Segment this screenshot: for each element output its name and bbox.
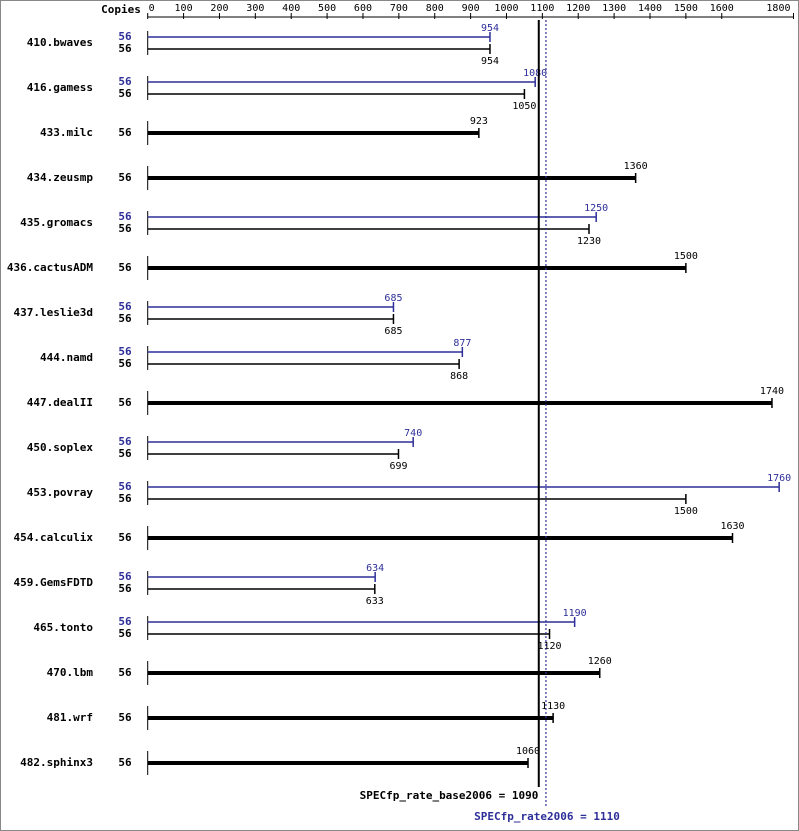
value-label: 1630	[720, 521, 744, 532]
summary-label: SPECfp_rate2006 = 1110	[474, 810, 620, 823]
benchmark-label: 437.leslie3d	[14, 306, 93, 319]
copies-label: 56	[118, 345, 132, 358]
copies-label: 56	[118, 42, 132, 55]
benchmark-label: 410.bwaves	[27, 36, 93, 49]
value-label: 1120	[537, 641, 561, 652]
value-label: 1080	[523, 68, 547, 79]
benchmark-label: 435.gromacs	[20, 216, 93, 229]
x-tick-label: 1000	[494, 3, 518, 14]
value-label: 1500	[674, 251, 698, 262]
copies-label: 56	[118, 582, 132, 595]
benchmark-label: 454.calculix	[14, 531, 94, 544]
value-label: 1360	[624, 161, 648, 172]
x-tick-label: 600	[354, 3, 372, 14]
value-label: 685	[384, 326, 402, 337]
benchmark-label: 416.gamess	[27, 81, 93, 94]
copies-label: 56	[118, 570, 132, 583]
x-tick-label: 1200	[566, 3, 590, 14]
copies-label: 56	[118, 357, 132, 370]
benchmark-label: 481.wrf	[47, 711, 93, 724]
value-label: 1250	[584, 203, 608, 214]
copies-header: Copies	[101, 3, 141, 16]
copies-label: 56	[118, 666, 132, 679]
x-tick-label: 500	[318, 3, 336, 14]
x-tick-label: 800	[426, 3, 444, 14]
x-tick-label: 1500	[674, 3, 698, 14]
benchmark-label: 447.dealII	[27, 396, 93, 409]
x-tick-label: 1100	[530, 3, 554, 14]
x-tick-label: 1800	[766, 3, 790, 14]
value-label: 1190	[563, 608, 587, 619]
x-tick-label: 900	[462, 3, 480, 14]
x-tick-label: 1400	[638, 3, 662, 14]
benchmark-label: 453.povray	[27, 486, 94, 499]
value-label: 634	[366, 563, 384, 574]
benchmark-label: 450.soplex	[27, 441, 94, 454]
value-label: 954	[481, 56, 499, 67]
copies-label: 56	[118, 222, 132, 235]
copies-label: 56	[118, 30, 132, 43]
copies-label: 56	[118, 447, 132, 460]
copies-label: 56	[118, 396, 132, 409]
x-tick-label: 400	[282, 3, 300, 14]
copies-label: 56	[118, 126, 132, 139]
value-label: 1050	[512, 101, 536, 112]
value-label: 1260	[588, 656, 612, 667]
copies-label: 56	[118, 531, 132, 544]
copies-label: 56	[118, 480, 132, 493]
x-tick-label: 200	[210, 3, 228, 14]
benchmark-label: 470.lbm	[47, 666, 94, 679]
benchmark-label: 459.GemsFDTD	[14, 576, 94, 589]
value-label: 740	[404, 428, 422, 439]
copies-label: 56	[118, 87, 132, 100]
value-label: 954	[481, 23, 499, 34]
benchmark-label: 465.tonto	[33, 621, 93, 634]
benchmark-label: 433.milc	[40, 126, 93, 139]
benchmark-label: 444.namd	[40, 351, 93, 364]
value-label: 1130	[541, 701, 565, 712]
copies-label: 56	[118, 312, 132, 325]
copies-label: 56	[118, 210, 132, 223]
x-tick-label: 1300	[602, 3, 626, 14]
value-label: 877	[453, 338, 471, 349]
x-tick-label: 700	[390, 3, 408, 14]
value-label: 633	[366, 596, 384, 607]
copies-label: 56	[118, 627, 132, 640]
benchmark-label: 434.zeusmp	[27, 171, 94, 184]
copies-label: 56	[118, 261, 132, 274]
value-label: 923	[470, 116, 488, 127]
copies-label: 56	[118, 756, 132, 769]
value-label: 1230	[577, 236, 601, 247]
benchmark-label: 482.sphinx3	[20, 756, 93, 769]
copies-label: 56	[118, 75, 132, 88]
x-tick-label: 0	[149, 3, 155, 14]
copies-label: 56	[118, 300, 132, 313]
copies-label: 56	[118, 492, 132, 505]
copies-label: 56	[118, 171, 132, 184]
benchmark-label: 436.cactusADM	[7, 261, 93, 274]
value-label: 685	[384, 293, 402, 304]
x-tick-label: 300	[246, 3, 264, 14]
copies-label: 56	[118, 615, 132, 628]
value-label: 1760	[767, 473, 791, 484]
x-tick-label: 1600	[710, 3, 734, 14]
value-label: 1740	[760, 386, 784, 397]
x-tick-label: 100	[175, 3, 193, 14]
value-label: 1500	[674, 506, 698, 517]
value-label: 868	[450, 371, 468, 382]
copies-label: 56	[118, 435, 132, 448]
summary-label: SPECfp_rate_base2006 = 1090	[360, 789, 539, 802]
value-label: 1060	[516, 746, 540, 757]
copies-label: 56	[118, 711, 132, 724]
value-label: 699	[389, 461, 407, 472]
